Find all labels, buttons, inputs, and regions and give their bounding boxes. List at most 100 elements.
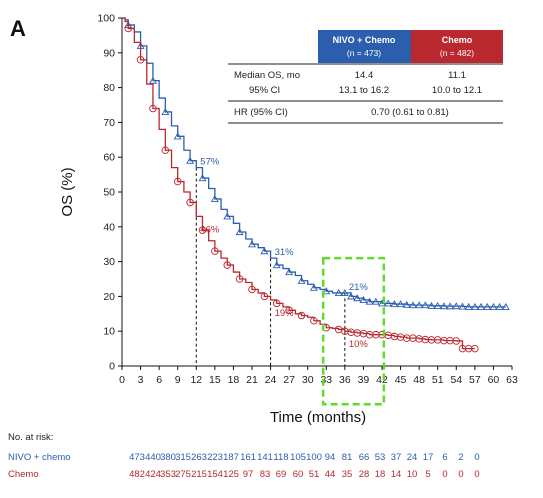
nivo-censor-marker <box>433 301 442 309</box>
nivo-censor-marker <box>421 301 430 309</box>
y-tick-label: 30 <box>103 256 115 268</box>
y-tick-label: 20 <box>103 291 115 303</box>
chemo-header-bg <box>411 30 503 63</box>
risk-value-nivo: 6 <box>442 452 447 463</box>
chemo-censor-marker <box>124 24 132 33</box>
risk-value-nivo: 161 <box>240 452 256 463</box>
nivo-censor-marker <box>458 302 467 310</box>
chemo-censor-marker <box>452 337 461 345</box>
risk-value-nivo: 118 <box>273 452 288 463</box>
risk-value-chemo: 83 <box>260 469 271 480</box>
risk-value-nivo: 380 <box>160 452 176 463</box>
nivo-censor-marker <box>415 301 424 309</box>
risk-value-nivo: 17 <box>423 452 434 463</box>
risk-value-nivo: 141 <box>257 452 273 463</box>
risk-value-chemo: 10 <box>407 469 418 480</box>
risk-value-chemo: 215 <box>191 469 207 480</box>
risk-value-chemo: 35 <box>342 469 353 480</box>
nivo-censor-marker <box>272 261 281 269</box>
risk-value-nivo: 440 <box>145 452 161 463</box>
nivo-censor-marker <box>408 301 417 309</box>
x-tick-label: 51 <box>432 374 444 386</box>
risk-value-nivo: 223 <box>207 452 223 463</box>
landmark-label: 31% <box>275 247 295 258</box>
nivo-censor-marker <box>173 132 182 140</box>
x-tick-label: 63 <box>506 374 518 386</box>
nivo-censor-marker <box>334 289 343 296</box>
risk-title: No. at risk: <box>8 432 53 443</box>
landmark-label: 57% <box>200 157 220 168</box>
y-tick-label: 70 <box>103 117 115 129</box>
x-tick-label: 9 <box>175 374 181 386</box>
nivo-censor-marker <box>235 228 244 236</box>
x-tick-label: 39 <box>358 374 370 386</box>
nivo-censor-marker <box>439 302 448 310</box>
landmark-label: 46% <box>200 224 220 235</box>
x-tick-label: 45 <box>395 374 407 386</box>
risk-value-nivo: 263 <box>191 452 207 463</box>
nivo-censor-marker <box>260 247 269 255</box>
y-tick-label: 10 <box>103 326 115 338</box>
chemo-header-line2: (n = 482) <box>440 48 474 58</box>
nivo-censor-marker <box>452 302 461 310</box>
landmark-label: 21% <box>349 282 369 293</box>
nivo-censor-marker <box>390 300 399 308</box>
x-tick-label: 12 <box>190 374 202 386</box>
chemo-censor-marker <box>235 275 244 283</box>
nivo-censor-marker <box>470 302 479 310</box>
nivo-censor-marker <box>148 76 157 84</box>
nivo-censor-marker <box>198 174 207 182</box>
chemo-censor-marker <box>297 311 306 320</box>
risk-value-chemo: 69 <box>276 469 287 480</box>
x-tick-label: 15 <box>209 374 221 386</box>
risk-value-chemo: 44 <box>325 469 336 480</box>
risk-value-nivo: 94 <box>325 452 336 463</box>
chemo-censor-marker <box>161 146 170 154</box>
x-tick-label: 60 <box>488 374 500 386</box>
nivo-censor-marker <box>248 240 256 248</box>
nivo-censor-marker <box>353 294 362 302</box>
risk-value-nivo: 473 <box>129 452 145 463</box>
y-tick-label: 90 <box>103 47 115 59</box>
nivo-censor-marker <box>483 302 492 310</box>
x-tick-label: 57 <box>469 374 481 386</box>
nivo-header-line2: (n = 473) <box>347 48 381 58</box>
nivo-censor-marker <box>322 287 331 295</box>
risk-value-nivo: 37 <box>391 452 402 463</box>
risk-value-nivo: 315 <box>175 452 191 463</box>
risk-value-nivo: 187 <box>223 452 239 463</box>
risk-label-chemo: Chemo <box>8 469 39 480</box>
risk-value-chemo: 5 <box>425 469 430 480</box>
chemo-censor-marker <box>149 104 157 113</box>
risk-value-chemo: 60 <box>293 469 304 480</box>
nivo-censor-marker <box>489 302 498 310</box>
summary-table: NIVO + Chemo (n = 473) Chemo (n = 482) M… <box>228 30 503 124</box>
nivo-censor-marker <box>161 108 170 116</box>
nivo-censor-marker <box>501 302 510 310</box>
chemo-censor-marker <box>310 317 318 325</box>
nivo-censor-marker <box>309 283 318 291</box>
x-tick-label: 24 <box>265 374 277 386</box>
risk-value-chemo: 0 <box>458 469 463 480</box>
chemo-censor-marker <box>471 344 479 353</box>
chemo-censor-marker <box>248 285 256 294</box>
highlight-box <box>321 256 386 406</box>
y-tick-label: 50 <box>103 187 115 199</box>
y-tick-label: 40 <box>103 221 115 233</box>
chemo-censor-marker <box>136 56 145 64</box>
chemo-censor-marker <box>285 306 293 315</box>
x-tick-label: 18 <box>228 374 240 386</box>
risk-value-nivo: 105 <box>290 452 306 463</box>
nivo-censor-marker <box>384 299 393 307</box>
risk-value-nivo: 24 <box>407 452 418 463</box>
y-tick-label: 60 <box>103 152 115 164</box>
risk-value-chemo: 14 <box>391 469 402 480</box>
chemo-censor-marker <box>211 247 219 255</box>
risk-values: 473 440 380 315 263 223 187 161 141 118 105 100 94 81… <box>129 452 480 480</box>
hr-value: 0.70 (0.61 to 0.81) <box>371 107 449 118</box>
panel-label: A <box>10 16 26 41</box>
chemo-censor-marker <box>173 177 182 186</box>
nivo-censor-marker <box>365 297 374 305</box>
